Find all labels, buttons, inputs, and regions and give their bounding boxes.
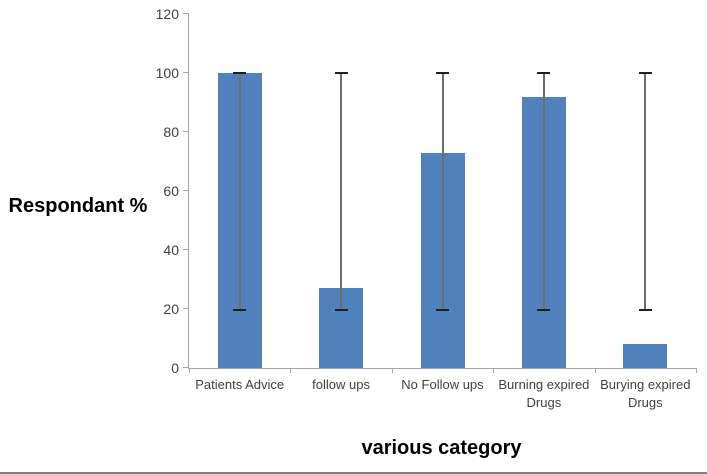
x-axis-tick <box>290 368 292 373</box>
error-bar <box>340 73 343 311</box>
error-bar-cap-bottom <box>638 309 652 312</box>
category-label: No Follow ups <box>401 377 484 392</box>
y-tick-label: 120 <box>155 6 179 22</box>
y-axis-tick <box>183 367 189 368</box>
error-bar <box>238 73 241 311</box>
y-axis-tick <box>183 13 189 14</box>
y-tick-label: 100 <box>155 65 179 81</box>
x-axis-title: various category <box>361 437 522 459</box>
plot-area: 0 20 40 60 80 100 120 Patients Advice follow ups… <box>156 7 697 410</box>
error-bar-cap-bottom <box>334 309 348 312</box>
x-axis-tick <box>493 368 495 373</box>
error-bar-cap-bottom <box>537 309 551 312</box>
category-label: Patients Advice <box>195 377 285 392</box>
y-tick-label: 40 <box>163 242 179 258</box>
y-axis-tick <box>183 190 189 191</box>
y-axis-tick <box>183 308 189 309</box>
error-bar-cap-bottom <box>233 309 247 312</box>
error-bar-cap-top <box>436 71 449 74</box>
error-bar-cap-bottom <box>436 309 449 312</box>
y-tick-label: 60 <box>163 183 179 199</box>
error-bar <box>644 73 647 311</box>
error-bar <box>542 73 545 311</box>
x-axis-tick <box>189 368 190 373</box>
category-label: Burning expired Drugs <box>498 377 590 410</box>
error-bar-cap-top <box>334 71 348 74</box>
y-axis-title: Respondant % <box>8 195 148 217</box>
bar <box>623 344 668 368</box>
error-bar-cap-top <box>537 71 551 74</box>
y-axis-tick <box>183 249 189 250</box>
error-bar-cap-top <box>638 71 652 74</box>
x-axis-tick <box>391 368 393 373</box>
x-axis-tick <box>696 368 697 373</box>
error-bar <box>441 73 444 311</box>
category-label: Burying expired Drugs <box>600 377 691 410</box>
y-axis-tick <box>183 131 189 132</box>
category-label: follow ups <box>312 377 370 392</box>
y-tick-label: 20 <box>163 301 179 317</box>
y-tick-label: 0 <box>171 360 179 376</box>
y-axis-tick <box>183 72 189 73</box>
error-bar-cap-top <box>233 71 247 74</box>
y-tick-label: 80 <box>163 124 179 140</box>
x-axis-tick <box>594 368 596 373</box>
